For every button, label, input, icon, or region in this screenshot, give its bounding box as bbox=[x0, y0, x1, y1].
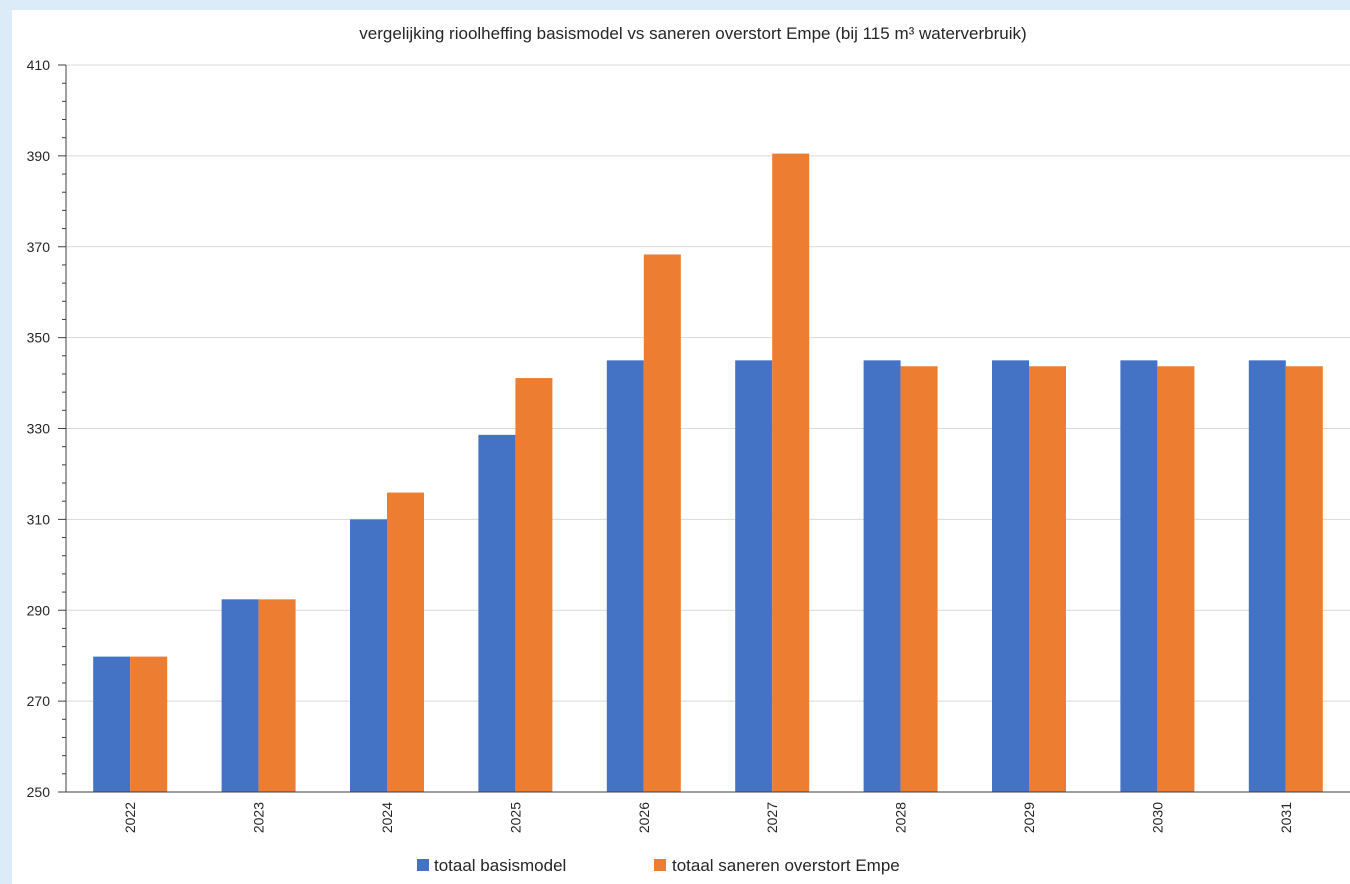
x-tick-label: 2022 bbox=[122, 802, 138, 833]
legend: totaal basismodel totaal saneren overstor… bbox=[417, 856, 900, 875]
y-tick-label: 370 bbox=[27, 239, 51, 255]
x-tick-label: 2031 bbox=[1278, 802, 1294, 833]
bar-saneren-2030 bbox=[1157, 366, 1195, 792]
y-tick-label: 270 bbox=[27, 693, 51, 709]
x-tick-label: 2029 bbox=[1021, 802, 1037, 833]
bar-basismodel-2029 bbox=[992, 360, 1029, 792]
legend-label: totaal saneren overstort Empe bbox=[672, 856, 900, 875]
x-tick-label: 2030 bbox=[1149, 802, 1165, 833]
bar-saneren-2027 bbox=[772, 153, 810, 792]
y-tick-label: 290 bbox=[27, 602, 51, 618]
bar-saneren-2023 bbox=[258, 599, 296, 792]
bar-basismodel-2031 bbox=[1248, 360, 1286, 792]
bar-basismodel-2026 bbox=[606, 360, 644, 792]
y-tick-label: 350 bbox=[27, 330, 51, 346]
bar-saneren-2031 bbox=[1285, 366, 1323, 792]
bar-saneren-2024 bbox=[387, 492, 424, 792]
bar-basismodel-2024 bbox=[350, 519, 387, 792]
bar-basismodel-2023 bbox=[221, 599, 259, 792]
x-tick-label: 2026 bbox=[636, 802, 652, 833]
y-tick-label: 410 bbox=[27, 57, 51, 73]
bar-saneren-2026 bbox=[643, 254, 681, 793]
bar-saneren-2022 bbox=[130, 656, 168, 792]
bars bbox=[93, 153, 1323, 793]
x-tick-label: 2025 bbox=[507, 802, 523, 833]
legend-label: totaal basismodel bbox=[434, 856, 566, 875]
legend-swatch bbox=[654, 859, 666, 871]
bar-basismodel-2027 bbox=[735, 360, 773, 792]
bar-basismodel-2025 bbox=[478, 434, 516, 792]
y-tick-label: 330 bbox=[27, 421, 51, 437]
x-tick-label: 2024 bbox=[379, 802, 395, 833]
x-tick-label: 2023 bbox=[251, 802, 267, 833]
bar-basismodel-2022 bbox=[93, 656, 131, 792]
bar-basismodel-2028 bbox=[863, 360, 901, 792]
axes: 250 270 290 310 330 350 370 390 410 2022 2023 2024 2… bbox=[27, 57, 1350, 833]
bar-basismodel-2030 bbox=[1120, 360, 1158, 792]
bar-saneren-2029 bbox=[1029, 366, 1066, 792]
chart-svg: vergelijking rioolheffing basismodel vs … bbox=[27, 24, 1350, 875]
y-tick-label: 250 bbox=[27, 784, 51, 800]
y-tick-label: 390 bbox=[27, 148, 51, 164]
bar-saneren-2028 bbox=[900, 366, 938, 792]
chart-title: vergelijking rioolheffing basismodel vs … bbox=[359, 24, 1026, 43]
bar-saneren-2025 bbox=[515, 378, 553, 792]
y-tick-label: 310 bbox=[27, 511, 51, 527]
legend-swatch bbox=[417, 859, 429, 871]
x-tick-label: 2028 bbox=[893, 802, 909, 833]
x-tick-label: 2027 bbox=[764, 802, 780, 833]
chart-frame: vergelijking rioolheffing basismodel vs … bbox=[12, 10, 1350, 884]
